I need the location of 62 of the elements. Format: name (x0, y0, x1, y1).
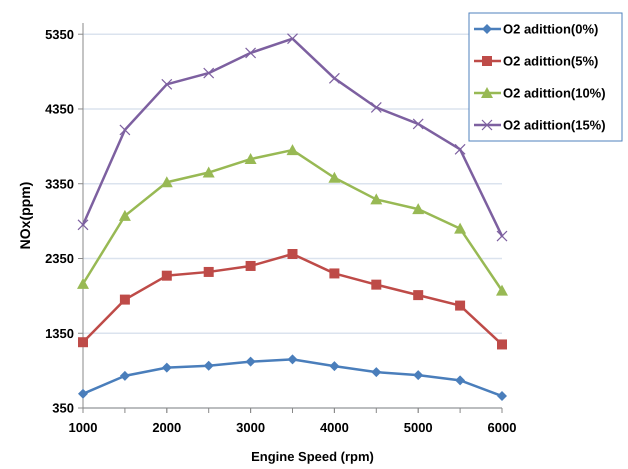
point (162, 270, 172, 281)
x-tick-label: 1000 (68, 420, 98, 435)
point (328, 72, 340, 84)
legend-label: O2 adittion(10%) (503, 86, 606, 101)
x-tick-label: 2000 (152, 420, 182, 435)
point (160, 176, 173, 188)
point (413, 370, 424, 380)
x-tick-label: 5000 (404, 420, 433, 435)
point (497, 391, 507, 402)
point (77, 219, 89, 230)
point (286, 144, 298, 156)
point (371, 367, 382, 378)
legend-label: O2 adittion(0%) (503, 22, 598, 37)
point (497, 339, 507, 350)
legend-label: O2 adittion(15%) (503, 118, 606, 133)
point (370, 102, 382, 114)
point (245, 47, 256, 59)
point (412, 203, 424, 214)
point (412, 118, 424, 130)
point (371, 280, 382, 290)
point (244, 153, 257, 164)
y-tick-label: 3350 (45, 176, 74, 192)
x-axis-title: Engine Speed (rpm) (251, 449, 374, 464)
point (118, 210, 131, 221)
point (78, 337, 88, 348)
point (162, 362, 172, 373)
point (328, 172, 340, 183)
point (413, 290, 424, 300)
point (78, 388, 88, 399)
y-tick-label: 4350 (45, 102, 74, 117)
point (454, 144, 466, 155)
x-tick-label: 6000 (488, 420, 516, 435)
y-tick-label: 2350 (45, 251, 74, 266)
y-tick-label: 350 (52, 400, 74, 416)
point (496, 230, 508, 242)
point (329, 361, 340, 372)
point (161, 78, 172, 90)
point (455, 375, 466, 386)
point (496, 284, 508, 296)
point (120, 370, 130, 381)
point (120, 294, 130, 305)
x-tick-label: 3000 (236, 420, 266, 435)
point (370, 193, 382, 204)
point (288, 354, 298, 364)
x-tick-label: 4000 (320, 420, 349, 435)
point (286, 33, 298, 44)
y-axis-title: NOx(ppm) (17, 182, 33, 250)
point (288, 249, 298, 259)
y-tick-label: 5350 (45, 26, 74, 42)
point (329, 268, 340, 278)
point (77, 278, 89, 289)
point (454, 222, 466, 234)
point (246, 260, 256, 271)
point (204, 266, 214, 277)
legend-label: O2 adittion(5%) (503, 54, 598, 69)
y-tick-label: 1350 (45, 326, 74, 341)
point (202, 166, 215, 178)
point (246, 356, 256, 367)
point (455, 300, 466, 311)
point (203, 67, 214, 79)
point (119, 124, 130, 136)
point (204, 360, 214, 371)
